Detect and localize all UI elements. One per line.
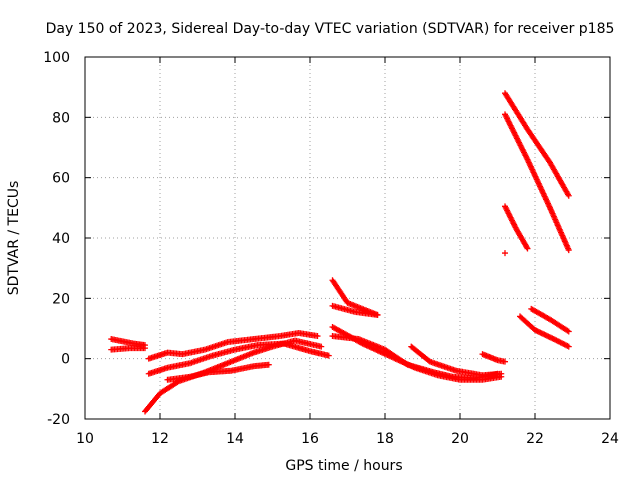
x-tick-label: 22: [526, 431, 544, 447]
y-tick-label: 40: [52, 231, 70, 247]
series-track-6: [164, 361, 272, 383]
x-tick-label: 16: [301, 431, 319, 447]
data-point: [565, 328, 572, 335]
y-tick-label: 100: [43, 50, 70, 66]
grid-lines: [85, 57, 610, 419]
series-track-14: [502, 111, 572, 254]
x-tick-label: 12: [151, 431, 169, 447]
series-track-9: [408, 343, 505, 379]
y-tick-label: 20: [52, 291, 70, 307]
y-tick-label: 80: [52, 110, 70, 126]
series-track-13: [502, 90, 572, 199]
series-track-3: [145, 330, 321, 362]
series-track-17: [528, 305, 572, 335]
x-tick-label: 14: [226, 431, 244, 447]
series-track-2: [108, 345, 148, 353]
series-track-10: [479, 351, 508, 365]
axis-ticks: 10 12 14 16 18 20 22 24 -20 0 20 40 60 80 100: [43, 50, 619, 447]
series-track-5: [145, 340, 332, 377]
y-tick-label: -20: [47, 412, 70, 428]
series-track-16: [502, 250, 508, 257]
data-point: [325, 352, 332, 359]
data-point: [523, 244, 530, 251]
data-point: [314, 333, 321, 340]
data-marks: [108, 90, 572, 415]
data-point: [374, 311, 381, 318]
x-tick-label: 10: [76, 431, 94, 447]
data-point: [565, 247, 572, 254]
series-track-15: [502, 203, 531, 252]
x-tick-label: 20: [451, 431, 469, 447]
data-point: [502, 358, 508, 365]
y-tick-label: 60: [52, 171, 70, 187]
data-point: [524, 245, 531, 252]
plot-frame: [84, 56, 611, 420]
chart-title: Day 150 of 2023, Sidereal Day-to-day VTE…: [46, 21, 615, 37]
data-point: [565, 192, 572, 199]
x-tick-label: 18: [376, 431, 394, 447]
data-point: [564, 327, 571, 334]
data-point: [498, 370, 505, 377]
data-point: [142, 345, 148, 352]
y-axis-label: SDTVAR / TECUs: [6, 181, 22, 296]
data-point: [502, 250, 508, 257]
data-point: [265, 361, 272, 368]
series-track-18: [517, 313, 572, 350]
series-track-12: [329, 302, 381, 318]
x-tick-label: 24: [601, 431, 619, 447]
y-tick-label: 0: [61, 352, 70, 368]
series-track-1: [108, 336, 148, 349]
data-point: [318, 343, 325, 350]
data-point: [565, 343, 572, 350]
x-axis-label: GPS time / hours: [285, 458, 402, 474]
